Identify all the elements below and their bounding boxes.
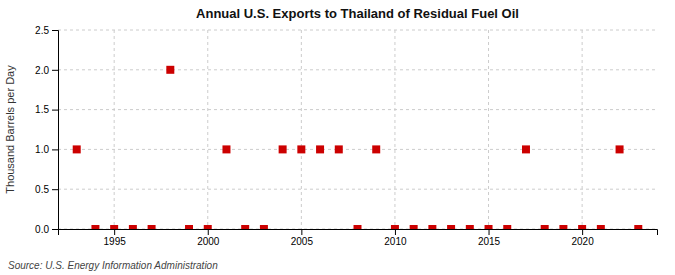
tick-label: 2.5 xyxy=(35,25,49,36)
grid-line-y xyxy=(58,30,657,31)
grid-line-x xyxy=(114,30,115,229)
tick: 2000 xyxy=(197,229,220,247)
tick-label: 1.0 xyxy=(35,144,49,155)
point xyxy=(503,225,511,229)
title: Annual U.S. Exports to Thailand of Resid… xyxy=(196,6,519,21)
point xyxy=(485,225,493,229)
tick-mark xyxy=(301,229,302,235)
tick-mark xyxy=(52,229,58,230)
tick-label: 2020 xyxy=(572,236,595,247)
point xyxy=(354,225,362,229)
grid-line-x xyxy=(207,30,208,229)
tick: 2.0 xyxy=(35,65,58,76)
point xyxy=(541,225,549,229)
tick-mark xyxy=(52,30,58,31)
point xyxy=(410,225,418,229)
x-axis: 1995 2000 2005 2010 2015 2020 xyxy=(59,229,658,247)
grid-line-x xyxy=(394,30,395,229)
point xyxy=(91,225,99,229)
grid-line-y xyxy=(58,109,657,110)
grid-line-x xyxy=(488,30,489,229)
tick-label: 2010 xyxy=(384,236,407,247)
point xyxy=(597,225,605,229)
points xyxy=(73,66,643,229)
point xyxy=(185,225,193,229)
chart-container: 1995 2000 2005 2010 2015 2020 0.0 0.5 1.0 1.5 2.0 2… xyxy=(0,0,675,275)
point xyxy=(297,145,305,153)
tick: 0.5 xyxy=(35,184,58,195)
grid-line-y xyxy=(58,69,657,70)
tick-mark xyxy=(52,110,58,111)
tick-label: 1995 xyxy=(104,236,127,247)
point xyxy=(634,225,642,229)
point xyxy=(73,145,81,153)
point xyxy=(260,225,268,229)
tick: 2.5 xyxy=(35,25,58,36)
grid-line-x xyxy=(301,30,302,229)
axis-line xyxy=(52,31,59,230)
point xyxy=(166,66,174,74)
tick-label: 0.0 xyxy=(35,224,49,235)
point xyxy=(279,145,287,153)
tick: 0.0 xyxy=(35,224,58,235)
tick-label: 2000 xyxy=(197,236,220,247)
point xyxy=(428,225,436,229)
point xyxy=(335,145,343,153)
grid xyxy=(58,30,657,229)
tick-label: 2015 xyxy=(478,236,501,247)
point xyxy=(616,145,624,153)
point xyxy=(447,225,455,229)
grid-line-x xyxy=(582,30,583,229)
point xyxy=(559,225,567,229)
point xyxy=(204,225,212,229)
tick-mark xyxy=(489,229,490,235)
plot-area: 1995 2000 2005 2010 2015 2020 0.0 0.5 1.0 1.5 2.0 2… xyxy=(35,25,657,247)
tick-mark xyxy=(395,229,396,235)
tick-label: 2005 xyxy=(291,236,314,247)
point xyxy=(522,145,530,153)
tick-mark xyxy=(582,229,583,235)
point xyxy=(372,145,380,153)
grid-line-y xyxy=(58,189,657,190)
tick: 2020 xyxy=(572,229,595,247)
tick: 1.5 xyxy=(35,104,58,115)
tick: 2015 xyxy=(478,229,501,247)
point xyxy=(222,145,230,153)
tick-label: 1.5 xyxy=(35,104,49,115)
tick-mark xyxy=(52,70,58,71)
axis-line xyxy=(59,230,658,236)
point xyxy=(129,225,137,229)
source-note: Source: U.S. Energy Information Administ… xyxy=(8,260,218,271)
grid-line-y xyxy=(58,149,657,150)
tick-mark xyxy=(52,149,58,150)
tick-label: 2.0 xyxy=(35,65,49,76)
y-axis: 0.0 0.5 1.0 1.5 2.0 2.5 xyxy=(35,25,58,235)
tick: 2005 xyxy=(291,229,314,247)
point xyxy=(578,225,586,229)
tick: 1.0 xyxy=(35,144,58,155)
tick-mark xyxy=(52,189,58,190)
point xyxy=(316,145,324,153)
point xyxy=(391,225,399,229)
point xyxy=(148,225,156,229)
tick-label: 0.5 xyxy=(35,184,49,195)
tick-mark xyxy=(114,229,115,235)
y-axis-label: Thousand Barrels per Day xyxy=(4,65,16,194)
tick: 2010 xyxy=(384,229,407,247)
point xyxy=(110,225,118,229)
tick: 1995 xyxy=(104,229,127,247)
point xyxy=(241,225,249,229)
chart-svg: 1995 2000 2005 2010 2015 2020 0.0 0.5 1.0 1.5 2.0 2… xyxy=(0,0,675,275)
tick-mark xyxy=(208,229,209,235)
point xyxy=(466,225,474,229)
